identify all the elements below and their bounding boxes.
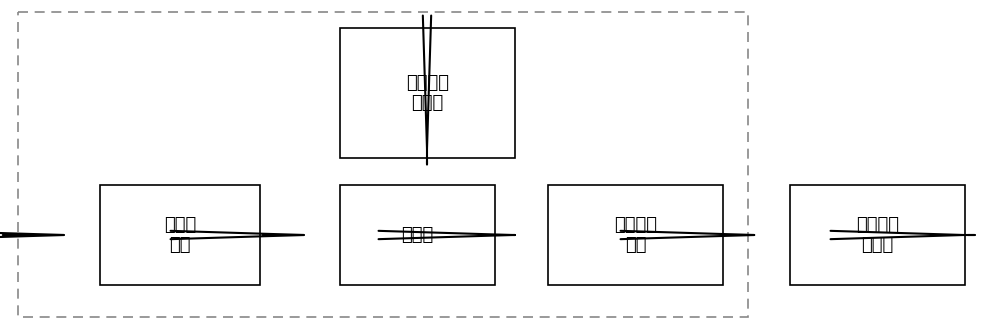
Text: 模糊化
接口: 模糊化 接口: [164, 215, 196, 255]
Text: 推理机: 推理机: [401, 226, 434, 244]
Text: 模糊控制
规则库: 模糊控制 规则库: [406, 73, 449, 113]
Bar: [100, 185, 260, 285]
Bar: [548, 185, 723, 285]
Text: 解模糊化
接口: 解模糊化 接口: [614, 215, 657, 255]
Bar: [340, 28, 515, 158]
Bar: [340, 185, 495, 285]
Bar: [790, 185, 965, 285]
Text: 参数自整
定模块: 参数自整 定模块: [856, 215, 899, 255]
Bar: [18, 12, 748, 317]
